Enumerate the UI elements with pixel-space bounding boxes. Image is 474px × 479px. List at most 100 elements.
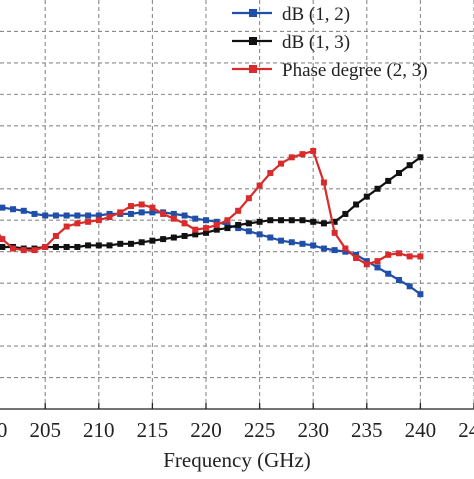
- data-point: [224, 225, 231, 232]
- data-point: [224, 217, 231, 224]
- x-tick-label: 210: [83, 418, 115, 442]
- data-point: [267, 234, 274, 241]
- data-point: [170, 210, 177, 217]
- x-tick-label: 200: [0, 418, 7, 442]
- series-2: [0, 154, 424, 252]
- x-axis-title: Frequency (GHz): [163, 448, 311, 472]
- data-point: [278, 237, 285, 244]
- data-point: [385, 251, 392, 258]
- data-point: [192, 231, 199, 238]
- data-point: [85, 242, 92, 249]
- legend-item: Phase degree (2, 3): [232, 60, 428, 81]
- data-point: [353, 251, 360, 258]
- legend-item: dB (1, 2): [232, 4, 350, 25]
- data-point: [203, 217, 209, 224]
- data-point: [374, 264, 381, 271]
- data-point: [417, 291, 424, 298]
- data-point: [406, 283, 413, 290]
- data-point: [0, 243, 6, 250]
- data-point: [299, 240, 306, 247]
- data-point: [342, 210, 349, 217]
- data-point: [374, 185, 381, 192]
- data-point: [203, 229, 209, 236]
- data-point: [106, 242, 113, 249]
- data-point: [245, 195, 252, 202]
- data-point: [395, 250, 402, 257]
- data-point: [310, 148, 317, 155]
- data-point: [374, 258, 381, 265]
- data-point: [42, 212, 49, 219]
- data-point: [74, 212, 81, 219]
- data-point: [224, 221, 231, 228]
- data-point: [10, 245, 17, 252]
- data-point: [395, 170, 402, 177]
- data-point: [95, 212, 102, 219]
- data-point: [138, 239, 145, 246]
- data-point: [331, 218, 338, 225]
- data-point: [138, 201, 145, 208]
- data-point: [149, 237, 156, 244]
- data-point: [256, 231, 263, 238]
- data-point: [181, 212, 188, 219]
- legend-label: dB (1, 2): [282, 4, 350, 25]
- data-point: [106, 214, 113, 221]
- legend-swatch-marker: [249, 37, 257, 45]
- data-point: [213, 226, 220, 233]
- data-point: [203, 225, 209, 232]
- data-point: [278, 160, 285, 167]
- legend-label: Phase degree (2, 3): [282, 60, 428, 81]
- data-point: [417, 154, 424, 161]
- data-point: [160, 210, 167, 217]
- data-point: [52, 243, 59, 250]
- data-point: [149, 209, 156, 216]
- legend: dB (1, 2) dB (1, 3) Phase degree (2, 3): [232, 4, 428, 81]
- data-point: [363, 261, 370, 268]
- x-tick-labels: 195200205210215220225230235240245: [0, 418, 474, 442]
- data-point: [288, 239, 295, 246]
- data-point: [320, 245, 327, 252]
- data-point: [331, 229, 338, 236]
- data-point: [20, 247, 27, 254]
- axes: [0, 403, 474, 410]
- series-3: [0, 148, 424, 268]
- data-point: [385, 177, 392, 184]
- data-point: [256, 218, 263, 225]
- data-point: [235, 207, 242, 214]
- data-point: [256, 182, 263, 189]
- data-point: [160, 236, 167, 243]
- data-point: [353, 254, 360, 261]
- data-point: [117, 209, 124, 216]
- data-point: [288, 217, 295, 224]
- data-point: [63, 212, 70, 219]
- data-point: [85, 218, 92, 225]
- data-point: [170, 234, 177, 241]
- data-point: [63, 243, 70, 250]
- x-tick-label: 220: [190, 418, 222, 442]
- data-point: [170, 215, 177, 222]
- data-point: [245, 220, 252, 227]
- data-point: [52, 212, 59, 219]
- data-point: [406, 162, 413, 169]
- data-point: [95, 217, 102, 224]
- data-point: [127, 210, 134, 217]
- data-point: [278, 217, 285, 224]
- data-point: [192, 226, 199, 233]
- data-point: [106, 210, 113, 217]
- data-point: [235, 221, 242, 228]
- data-point: [192, 215, 199, 222]
- legend-item: dB (1, 3): [232, 32, 350, 53]
- data-point: [320, 220, 327, 227]
- data-point: [74, 243, 81, 250]
- series-layer: [0, 148, 424, 298]
- data-point: [127, 203, 134, 210]
- data-point: [353, 201, 360, 208]
- data-point: [42, 243, 49, 250]
- data-point: [267, 170, 274, 177]
- x-tick-label: 245: [458, 418, 474, 442]
- data-point: [395, 277, 402, 284]
- data-point: [363, 258, 370, 265]
- data-point: [85, 212, 92, 219]
- data-point: [267, 217, 274, 224]
